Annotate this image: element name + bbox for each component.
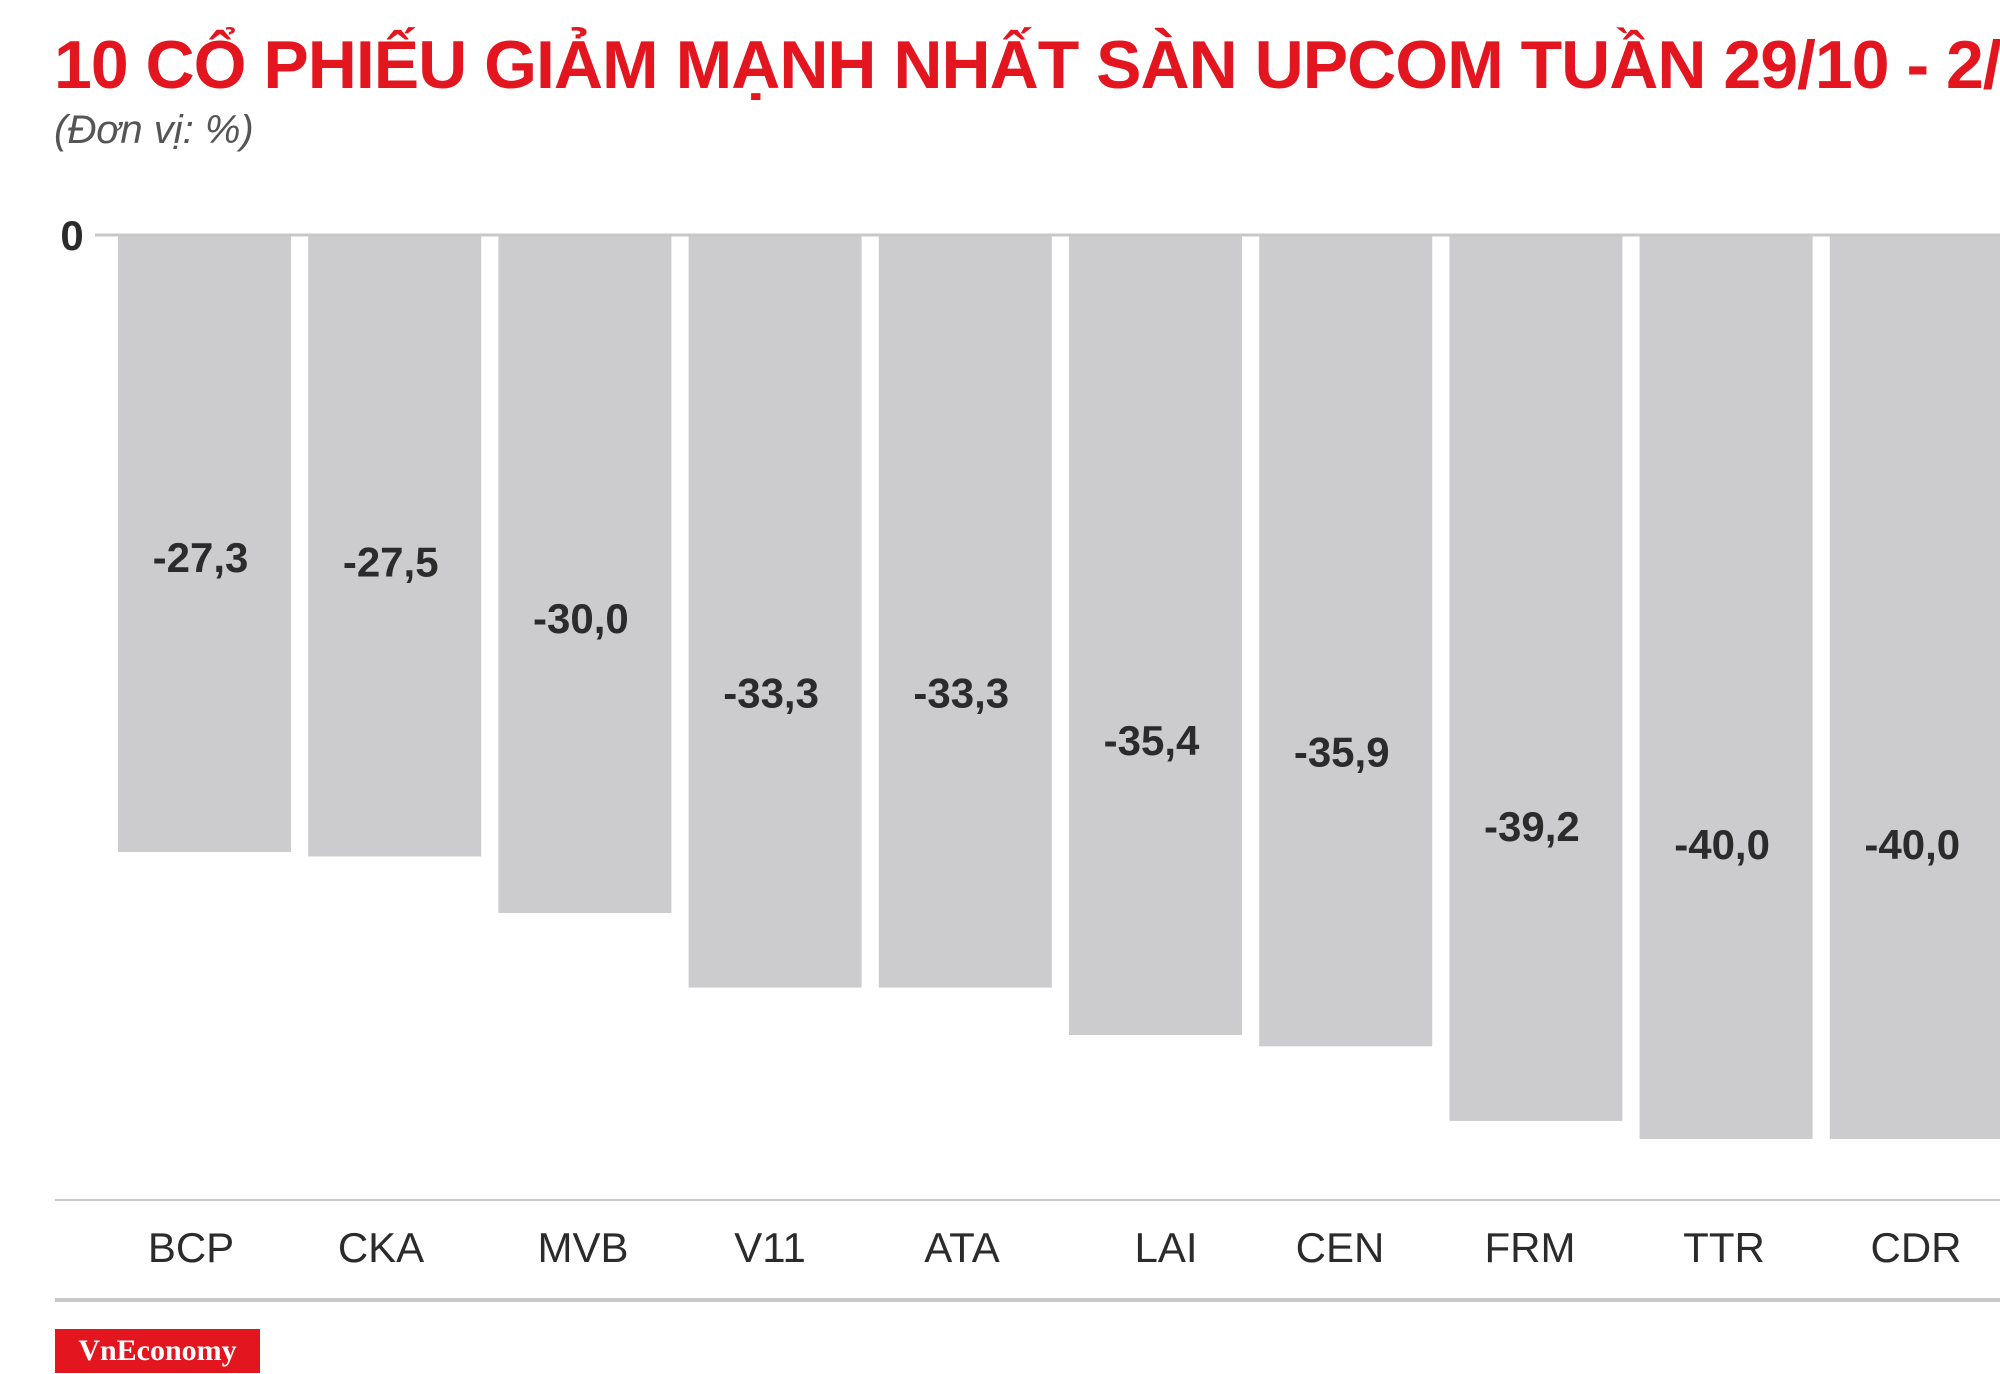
- category-label-ata: ATA: [924, 1224, 999, 1271]
- value-label-bcp: -27,3: [153, 534, 249, 581]
- bar-cka: [308, 235, 482, 857]
- value-label-ata: -33,3: [913, 670, 1009, 717]
- value-label-v11: -33,3: [723, 670, 819, 717]
- bar-cen: [1259, 235, 1433, 1047]
- category-label-ttr: TTR: [1683, 1224, 1765, 1271]
- category-label-frm: FRM: [1485, 1224, 1576, 1271]
- y-tick-label-zero: 0: [60, 212, 83, 259]
- vneconomy-logo: VnEconomy: [55, 1329, 260, 1373]
- bar-bcp: [118, 235, 291, 852]
- bar-lai: [1069, 235, 1242, 1035]
- bar-mvb: [498, 235, 672, 913]
- value-label-cdr: -40,0: [1864, 821, 1960, 868]
- value-label-mvb: -30,0: [533, 595, 629, 642]
- category-label-cen: CEN: [1296, 1224, 1385, 1271]
- bar-ttr: [1639, 235, 1813, 1139]
- value-label-frm: -39,2: [1484, 803, 1580, 850]
- chart-title: 10 CỔ PHIẾU GIẢM MẠNH NHẤT SÀN UPCOM TUẦ…: [54, 27, 2000, 103]
- category-labels-group: BCP CKA MVB V11 ATA LAI CEN FRM TTR CDR: [148, 1224, 1962, 1271]
- value-labels-group: -27,3 -27,5 -30,0 -33,3 -33,3 -35,4 -35,9 -39,2…: [153, 534, 1961, 868]
- category-label-bcp: BCP: [148, 1224, 234, 1271]
- value-label-cen: -35,9: [1294, 728, 1390, 775]
- value-label-lai: -35,4: [1104, 717, 1200, 764]
- category-label-mvb: MVB: [537, 1224, 628, 1271]
- category-label-cka: CKA: [338, 1224, 424, 1271]
- bar-v11: [688, 235, 862, 988]
- bar-ata: [878, 235, 1052, 988]
- category-label-lai: LAI: [1134, 1224, 1197, 1271]
- value-label-cka: -27,5: [343, 539, 439, 586]
- bar-frm: [1449, 235, 1623, 1121]
- bars-group: [118, 235, 2000, 1139]
- value-label-ttr: -40,0: [1674, 821, 1770, 868]
- category-label-cdr: CDR: [1871, 1224, 1962, 1271]
- category-label-v11: V11: [734, 1224, 806, 1271]
- bar-cdr: [1829, 235, 2000, 1139]
- chart-subtitle: (Đơn vị: %): [54, 108, 254, 152]
